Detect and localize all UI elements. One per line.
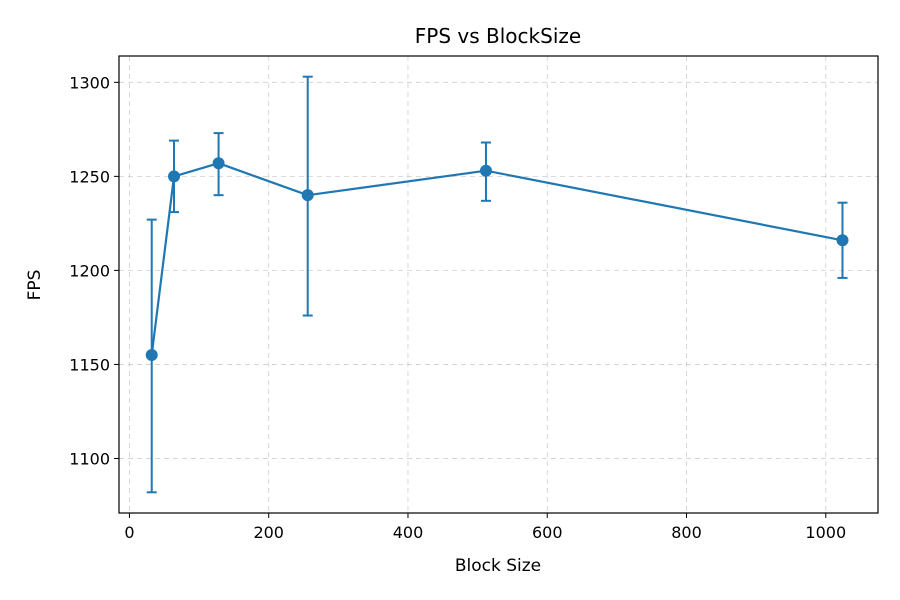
x-axis-label: Block Size: [455, 556, 541, 576]
axis-ticks: 0 200 400 600 800 1000 1100 1150 1200 1250 1300: [69, 73, 846, 542]
grid-lines: [119, 56, 878, 513]
plot-area-frame: [118, 55, 879, 514]
x-tick-label: 400: [393, 523, 424, 542]
y-tick-label: 1200: [69, 261, 110, 280]
data-point: [145, 349, 158, 362]
data-point: [301, 189, 314, 202]
data-series: [145, 75, 849, 494]
y-axis-label: FPS: [25, 270, 45, 301]
data-point: [836, 234, 849, 247]
y-tick-label: 1100: [69, 449, 110, 468]
data-point: [168, 170, 181, 183]
x-tick-label: 0: [124, 523, 134, 542]
x-tick-label: 800: [671, 523, 702, 542]
x-tick-label: 200: [253, 523, 284, 542]
x-tick-label: 600: [532, 523, 563, 542]
x-tick-label: 1000: [805, 523, 846, 542]
data-point: [479, 164, 492, 177]
series-line: [150, 162, 843, 356]
y-tick-label: 1300: [69, 73, 110, 92]
y-tick-label: 1150: [69, 355, 110, 374]
chart-title: FPS vs BlockSize: [415, 24, 581, 48]
data-point: [212, 157, 225, 170]
y-tick-label: 1250: [69, 167, 110, 186]
